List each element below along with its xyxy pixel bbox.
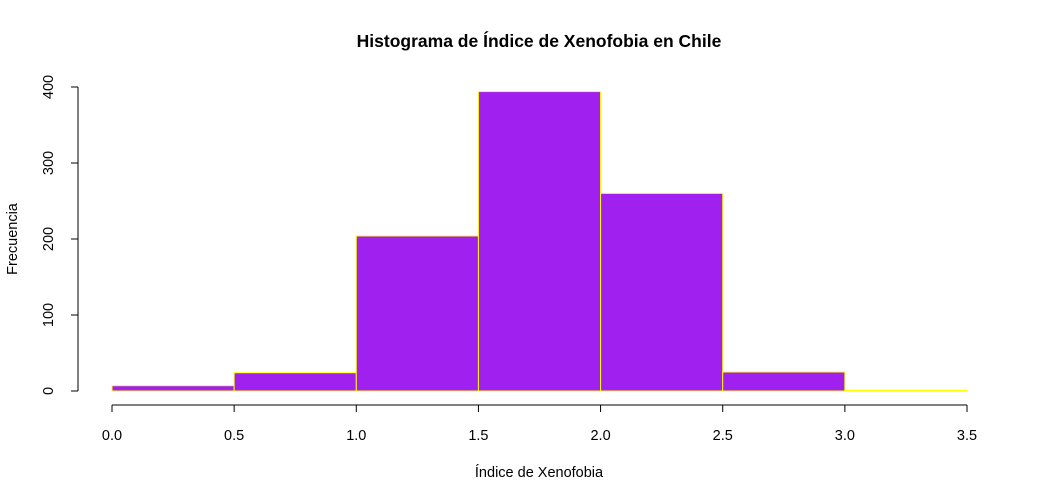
y-tick-label: 400 — [41, 75, 57, 99]
x-tick-label: 3.5 — [957, 428, 977, 444]
histogram-bar-4 — [600, 192, 724, 392]
histogram-bar-0 — [111, 385, 235, 392]
x-tick-label: 3.0 — [835, 428, 855, 444]
y-axis: 0 100 200 300 400 — [41, 75, 79, 395]
y-tick-label: 100 — [41, 303, 57, 327]
histogram-bar-3 — [477, 91, 602, 392]
histogram-bars — [111, 91, 968, 392]
y-tick-label: 300 — [41, 151, 57, 175]
x-tick-label: 0.5 — [224, 428, 244, 444]
x-axis-label: Índice de Xenofobia — [475, 464, 604, 481]
y-axis-label: Frecuencia — [5, 202, 21, 275]
histogram-bar-2 — [355, 235, 479, 392]
x-tick-label: 1.5 — [468, 428, 488, 444]
y-tick-label: 0 — [41, 387, 57, 395]
histogram-bar-1 — [233, 372, 357, 392]
x-tick-label: 2.5 — [713, 428, 733, 444]
histogram-bar-6 — [844, 389, 968, 392]
x-tick-label: 1.0 — [346, 428, 366, 444]
histogram-bar-5 — [722, 371, 846, 392]
x-tick-label: 0.0 — [102, 428, 122, 444]
x-tick-label: 2.0 — [590, 428, 610, 444]
y-tick-label: 200 — [41, 227, 57, 251]
x-axis: 0.0 0.5 1.0 1.5 2.0 2.5 3.0 3.5 — [102, 404, 977, 444]
chart-title: Histograma de Índice de Xenofobia en Chi… — [357, 30, 722, 51]
